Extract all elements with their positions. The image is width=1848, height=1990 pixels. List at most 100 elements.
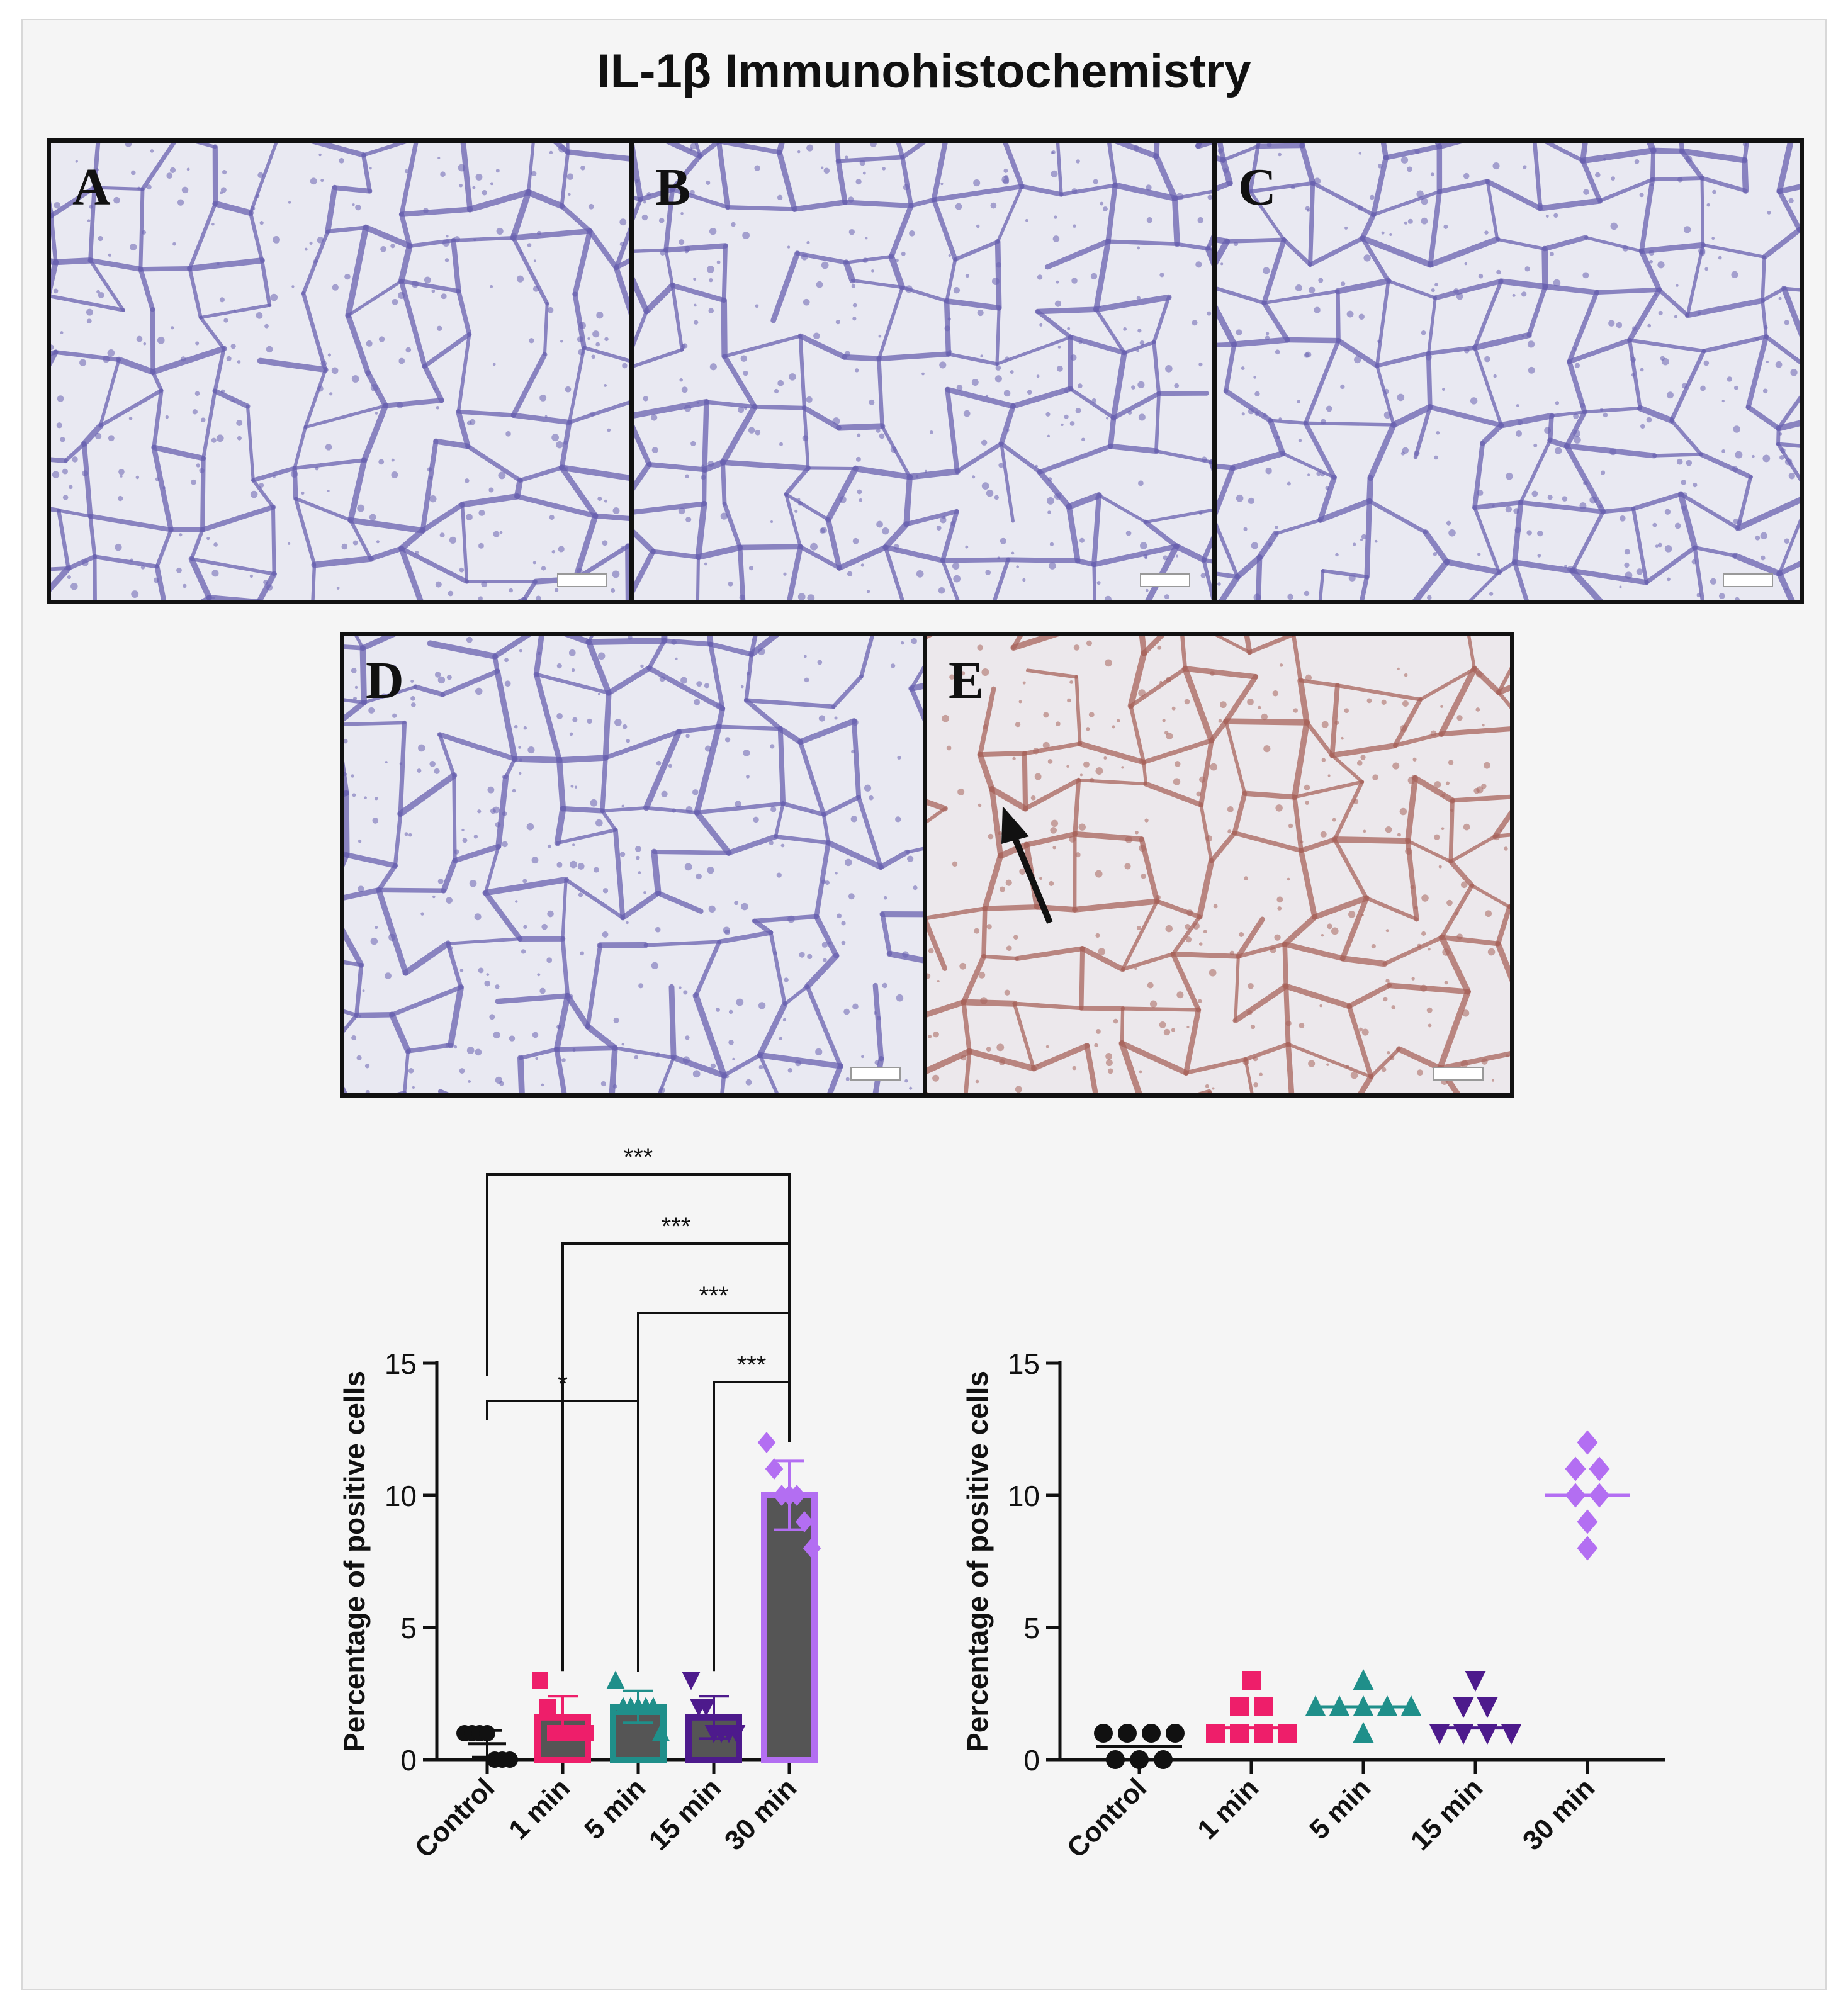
data-point [1565, 1456, 1586, 1481]
cell-nucleus [273, 236, 280, 244]
cell-nucleus [1778, 296, 1782, 300]
alveolar-wall [271, 505, 276, 576]
cell-nucleus [1022, 681, 1026, 685]
cell-nucleus [939, 361, 947, 369]
cell-nucleus [563, 440, 568, 445]
cell-nucleus [1098, 948, 1106, 955]
cell-nucleus [998, 463, 1004, 468]
cell-nucleus [1356, 760, 1363, 766]
alveolar-wall [876, 351, 952, 362]
y-tick-label: 0 [400, 1744, 417, 1777]
alveolar-wall [88, 259, 125, 312]
cell-nucleus [564, 466, 569, 471]
alveolar-wall [1000, 442, 1015, 523]
cell-nucleus [331, 367, 339, 374]
cell-nucleus [1304, 784, 1310, 791]
alveolar-wall [726, 834, 779, 856]
cell-nucleus [661, 790, 668, 797]
alveolar-wall [559, 420, 572, 470]
cell-nucleus [1011, 551, 1015, 555]
cell-nucleus [233, 309, 237, 313]
cell-nucleus [1197, 217, 1204, 223]
cell-nucleus [981, 439, 988, 446]
cell-nucleus [1399, 807, 1407, 816]
cell-nucleus [1251, 542, 1259, 549]
alveolar-wall [721, 243, 728, 303]
cell-nucleus [806, 240, 810, 245]
cell-nucleus [797, 498, 801, 501]
cell-nucleus [1063, 388, 1069, 393]
cell-nucleus [622, 363, 628, 369]
cell-nucleus [1205, 1084, 1209, 1088]
cell-nucleus [351, 774, 354, 778]
alveolar-wall [206, 595, 261, 600]
cell-nucleus [692, 789, 699, 795]
alveolar-wall [721, 353, 758, 410]
cell-nucleus [821, 261, 829, 269]
alveolar-wall [1072, 898, 1160, 913]
cell-nucleus [715, 1008, 720, 1012]
cell-nucleus [531, 171, 537, 177]
cell-nucleus [475, 1048, 482, 1056]
cell-nucleus [1425, 354, 1432, 361]
cell-nucleus [1054, 300, 1062, 307]
cell-nucleus [834, 716, 838, 720]
alveolar-wall [1497, 560, 1517, 575]
cell-nucleus [353, 696, 358, 700]
cell-nucleus [505, 431, 511, 437]
cell-nucleus [1504, 846, 1508, 851]
cell-nucleus [1166, 677, 1172, 683]
cell-nucleus [1253, 1082, 1258, 1088]
cell-nucleus [614, 719, 622, 726]
alveolar-wall [955, 441, 1004, 474]
alveolar-wall [1386, 982, 1471, 995]
alveolar-wall [1626, 287, 1662, 343]
cell-nucleus [1326, 1063, 1329, 1066]
cell-nucleus [1381, 699, 1387, 705]
alveolar-wall [1256, 554, 1263, 600]
alveolar-wall [188, 266, 203, 320]
cell-nucleus [486, 973, 490, 976]
cell-nucleus [399, 762, 403, 765]
alveolar-wall [398, 243, 413, 284]
alveolar-wall [311, 555, 374, 568]
alveolar-wall [725, 205, 797, 211]
cell-nucleus [1456, 293, 1463, 300]
cell-nucleus [839, 496, 847, 503]
alveolar-wall [940, 558, 960, 600]
cell-nucleus [439, 532, 445, 538]
alveolar-wall [301, 291, 328, 372]
cell-nucleus [1054, 493, 1061, 500]
cell-nucleus [743, 370, 748, 376]
cell-nucleus [1248, 982, 1254, 989]
cell-nucleus [909, 230, 915, 237]
cell-nucleus [1647, 323, 1652, 328]
alveolar-wall [511, 235, 549, 306]
alveolar-wall [1173, 189, 1217, 200]
cell-nucleus [977, 644, 983, 651]
cell-nucleus [602, 931, 609, 938]
data-point [1477, 1724, 1498, 1745]
cell-nucleus [961, 1055, 967, 1061]
cell-nucleus [1320, 472, 1325, 477]
alveolar-wall [1436, 143, 1465, 150]
cell-nucleus [130, 558, 133, 562]
alveolar-wall [213, 346, 226, 393]
cell-nucleus [120, 475, 123, 478]
alveolar-wall [1567, 290, 1599, 364]
cell-nucleus [462, 838, 468, 843]
data-point [1577, 1430, 1598, 1455]
cell-nucleus [1517, 419, 1523, 425]
alveolar-wall [1584, 235, 1643, 253]
cell-nucleus [446, 897, 453, 904]
data-point [1206, 1724, 1225, 1743]
alveolar-wall [1292, 780, 1365, 799]
cell-nucleus [682, 343, 688, 349]
cell-nucleus [1276, 896, 1283, 903]
alveolar-wall [359, 644, 367, 706]
alveolar-wall [1243, 1042, 1290, 1062]
cell-nucleus [1259, 1072, 1263, 1076]
alveolar-wall [722, 502, 742, 550]
cell-nucleus [1205, 835, 1213, 842]
significance-bracket [713, 1381, 791, 1672]
